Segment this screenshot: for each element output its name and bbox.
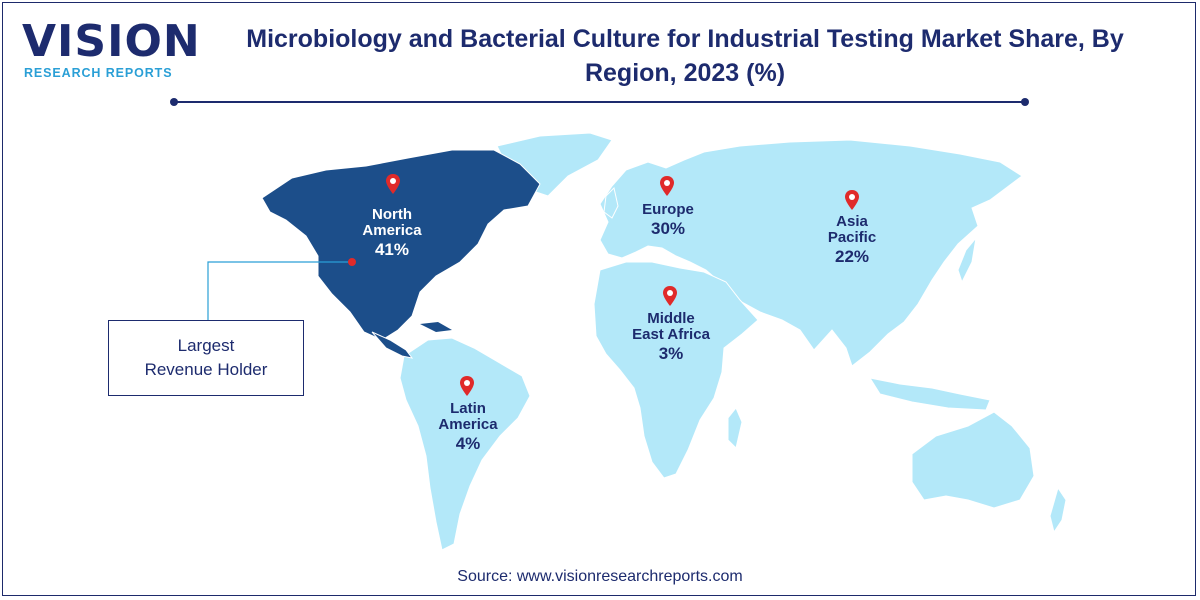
region-name: North: [371, 206, 412, 223]
new-zealand-shape: [1049, 486, 1067, 534]
title-divider: [174, 101, 1026, 103]
callout-anchor-dot: [348, 258, 356, 266]
madagascar-shape: [727, 407, 743, 449]
region-name: America: [438, 416, 498, 433]
map-pin-icon: [845, 190, 859, 210]
divider-right-dot: [1021, 98, 1029, 106]
region-label-middle-east-africa: Middle East Africa 3%: [632, 311, 710, 365]
region-share: 3%: [658, 344, 684, 363]
logo: VISION RESEARCH REPORTS: [22, 16, 200, 82]
map-pin-icon: [460, 376, 474, 396]
region-name: America: [362, 222, 422, 239]
north-america-shape: [261, 149, 541, 341]
logo-tagline: RESEARCH REPORTS: [24, 66, 173, 80]
africa-shape: [593, 261, 759, 479]
region-share: 41%: [374, 240, 410, 259]
region-label-asia-pacific: Asia Pacific 22%: [828, 214, 876, 268]
region-name: Middle: [647, 310, 695, 327]
indonesia-shape: [868, 377, 991, 411]
region-name: East Africa: [632, 326, 710, 343]
japan-shape: [957, 236, 977, 284]
region-name: Europe: [642, 201, 694, 218]
region-share: 4%: [455, 434, 481, 453]
logo-wordmark: VISION: [22, 16, 201, 67]
callout-line: Revenue Holder: [144, 360, 268, 379]
central-america-shape: [371, 331, 414, 359]
region-name: Latin: [450, 400, 486, 417]
region-share: 22%: [834, 247, 870, 266]
eurasia-shape: [599, 139, 1023, 367]
australia-shape: [911, 411, 1035, 509]
map-pin-icon: [386, 174, 400, 194]
region-share: 30%: [650, 219, 686, 238]
map-pin-icon: [663, 286, 677, 306]
caribbean-shape: [420, 322, 452, 332]
map-pin-icon: [660, 176, 674, 196]
region-label-north-america: North America 41%: [362, 207, 421, 261]
region-name: Asia: [836, 213, 868, 230]
largest-revenue-callout: Largest Revenue Holder: [108, 320, 304, 396]
region-label-europe: Europe 30%: [642, 202, 694, 240]
callout-line: Largest: [177, 336, 235, 355]
south-america-shape: [399, 337, 531, 551]
region-name: Pacific: [827, 229, 877, 246]
uk-shape: [603, 187, 619, 219]
callout-connector: [207, 261, 352, 320]
divider-left-dot: [170, 98, 178, 106]
region-label-latin-america: Latin America 4%: [438, 401, 497, 455]
chart-title: Microbiology and Bacterial Culture for I…: [246, 25, 1124, 87]
source-note: Source: www.visionresearchreports.com: [457, 568, 743, 585]
